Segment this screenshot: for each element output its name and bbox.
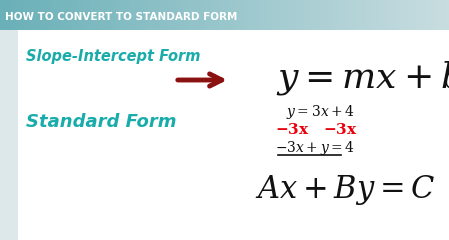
Text: $\mathbf{-3x}$: $\mathbf{-3x}$ (323, 122, 357, 138)
Text: $-3x + y = 4$: $-3x + y = 4$ (275, 139, 355, 157)
Text: $\mathbf{\mathit{y = mx + b}}$: $\mathbf{\mathit{y = mx + b}}$ (277, 59, 449, 97)
Text: $\mathbf{-3x}$: $\mathbf{-3x}$ (275, 122, 309, 138)
Text: Slope-Intercept Form: Slope-Intercept Form (26, 49, 201, 64)
Text: $\mathbf{\mathit{Ax + By = C}}$: $\mathbf{\mathit{Ax + By = C}}$ (255, 173, 435, 207)
FancyArrowPatch shape (178, 74, 222, 86)
Text: HOW TO CONVERT TO STANDARD FORM: HOW TO CONVERT TO STANDARD FORM (5, 12, 238, 22)
Text: $y = 3x + 4$: $y = 3x + 4$ (286, 103, 355, 121)
Text: Standard Form: Standard Form (26, 113, 176, 131)
